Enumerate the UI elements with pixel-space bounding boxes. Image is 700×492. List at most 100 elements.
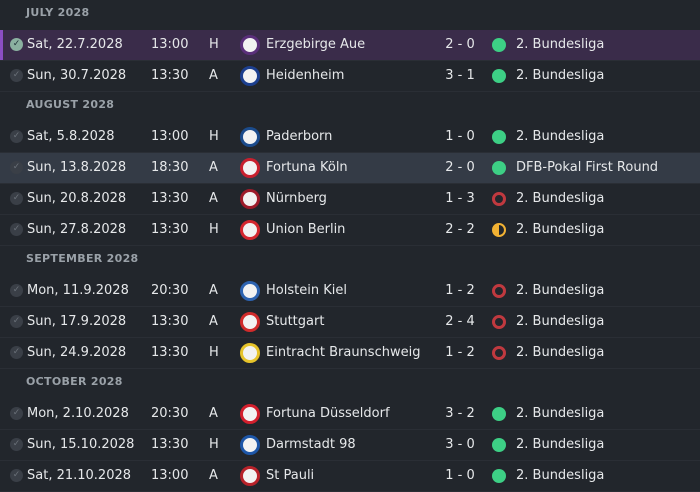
competition-name[interactable]: 2. Bundesliga (516, 468, 605, 483)
fortuna-koln-crest-icon[interactable] (240, 158, 260, 178)
fixture-row[interactable]: ✓ Sat, 5.8.2028 13:00 H Paderborn 1 - 0 2. Bun… (0, 122, 700, 153)
competition-name[interactable]: 2. Bundesliga (516, 406, 605, 421)
match-date: Sun, 17.9.2028 (27, 314, 127, 329)
competition-name[interactable]: 2. Bundesliga (516, 191, 605, 206)
fixture-row[interactable]: ✓ Sun, 27.8.2028 13:30 H Union Berlin 2 - 2 2.… (0, 215, 700, 246)
match-date: Sun, 27.8.2028 (27, 222, 127, 237)
result-loss-icon (492, 192, 506, 206)
match-date: Sun, 13.8.2028 (27, 160, 127, 175)
match-venue: H (209, 222, 219, 237)
match-time: 13:30 (151, 191, 189, 206)
check-icon[interactable]: ✓ (10, 407, 23, 420)
competition-name[interactable]: 2. Bundesliga (516, 68, 605, 83)
match-date: Sun, 30.7.2028 (27, 68, 127, 83)
opponent-name[interactable]: Union Berlin (266, 222, 346, 237)
result-win-icon (492, 407, 506, 421)
match-time: 18:30 (151, 160, 189, 175)
fixture-row[interactable]: ✓ Sun, 17.9.2028 13:30 A Stuttgart 2 - 4 2. Bu… (0, 307, 700, 338)
match-date: Mon, 2.10.2028 (27, 406, 129, 421)
check-icon[interactable]: ✓ (10, 284, 23, 297)
result-win-icon (492, 469, 506, 483)
fixture-row[interactable]: ✓ Sun, 30.7.2028 13:30 A Heidenheim 3 - 1 2. B… (0, 61, 700, 92)
competition-name[interactable]: 2. Bundesliga (516, 283, 605, 298)
fixture-row[interactable]: ✓ Sat, 22.7.2028 13:00 H Erzgebirge Aue 2 - 0… (0, 30, 700, 61)
match-date: Sat, 21.10.2028 (27, 468, 132, 483)
opponent-name[interactable]: Fortuna Köln (266, 160, 348, 175)
fixture-row[interactable]: ✓ Sun, 24.9.2028 13:30 H Eintracht Braunschw… (0, 338, 700, 369)
competition-name[interactable]: 2. Bundesliga (516, 129, 605, 144)
match-time: 13:00 (151, 468, 189, 483)
month-header: SEPTEMBER 2028 (26, 252, 139, 265)
st-pauli-crest-icon[interactable] (240, 466, 260, 486)
match-venue: A (209, 406, 218, 421)
competition-name[interactable]: 2. Bundesliga (516, 437, 605, 452)
match-score: 2 - 0 (445, 160, 475, 175)
check-icon[interactable]: ✓ (10, 38, 23, 51)
opponent-name[interactable]: Darmstadt 98 (266, 437, 356, 452)
check-icon[interactable]: ✓ (10, 69, 23, 82)
darmstadt-crest-icon[interactable] (240, 435, 260, 455)
match-date: Mon, 11.9.2028 (27, 283, 129, 298)
match-venue: H (209, 129, 219, 144)
fortuna-dusseldorf-crest-icon[interactable] (240, 404, 260, 424)
match-time: 13:30 (151, 437, 189, 452)
braunschweig-crest-icon[interactable] (240, 343, 260, 363)
match-time: 20:30 (151, 283, 189, 298)
paderborn-crest-icon[interactable] (240, 127, 260, 147)
match-venue: A (209, 68, 218, 83)
opponent-name[interactable]: Holstein Kiel (266, 283, 347, 298)
match-date: Sun, 15.10.2028 (27, 437, 135, 452)
result-loss-icon (492, 346, 506, 360)
competition-name[interactable]: 2. Bundesliga (516, 222, 605, 237)
opponent-name[interactable]: Heidenheim (266, 68, 345, 83)
erzgebirge-aue-crest-icon[interactable] (240, 35, 260, 55)
fixture-row[interactable]: ✓ Sat, 21.10.2028 13:00 A St Pauli 1 - 0 2. Bu… (0, 461, 700, 492)
nurnberg-crest-icon[interactable] (240, 189, 260, 209)
match-time: 13:00 (151, 129, 189, 144)
opponent-name[interactable]: St Pauli (266, 468, 315, 483)
competition-name[interactable]: DFB-Pokal First Round (516, 160, 659, 175)
fixture-row[interactable]: ✓ Mon, 2.10.2028 20:30 A Fortuna Düsseldorf 3… (0, 399, 700, 430)
match-date: Sun, 20.8.2028 (27, 191, 127, 206)
fixture-row[interactable]: ✓ Sun, 15.10.2028 13:30 H Darmstadt 98 3 - 0 2… (0, 430, 700, 461)
stuttgart-crest-icon[interactable] (240, 312, 260, 332)
match-score: 3 - 2 (445, 406, 475, 421)
opponent-name[interactable]: Stuttgart (266, 314, 325, 329)
opponent-name[interactable]: Nürnberg (266, 191, 327, 206)
competition-name[interactable]: 2. Bundesliga (516, 37, 605, 52)
match-venue: A (209, 283, 218, 298)
month-header: JULY 2028 (26, 6, 90, 19)
opponent-name[interactable]: Paderborn (266, 129, 333, 144)
check-icon[interactable]: ✓ (10, 438, 23, 451)
match-date: Sat, 5.8.2028 (27, 129, 115, 144)
heidenheim-crest-icon[interactable] (240, 66, 260, 86)
result-draw-icon (492, 223, 506, 237)
competition-name[interactable]: 2. Bundesliga (516, 345, 605, 360)
fixture-row[interactable]: ✓ Sun, 20.8.2028 13:30 A Nürnberg 1 - 3 2. Bun… (0, 184, 700, 215)
match-venue: H (209, 437, 219, 452)
match-score: 1 - 0 (445, 468, 475, 483)
competition-name[interactable]: 2. Bundesliga (516, 314, 605, 329)
holstein-kiel-crest-icon[interactable] (240, 281, 260, 301)
check-icon[interactable]: ✓ (10, 161, 23, 174)
fixture-row[interactable]: ✓ Sun, 13.8.2028 18:30 A Fortuna Köln 2 - 0 DF… (0, 153, 700, 184)
match-venue: A (209, 314, 218, 329)
check-icon[interactable]: ✓ (10, 346, 23, 359)
match-venue: A (209, 160, 218, 175)
check-icon[interactable]: ✓ (10, 130, 23, 143)
union-berlin-crest-icon[interactable] (240, 220, 260, 240)
result-win-icon (492, 38, 506, 52)
result-win-icon (492, 69, 506, 83)
fixture-row[interactable]: ✓ Mon, 11.9.2028 20:30 A Holstein Kiel 1 - 2 2… (0, 276, 700, 307)
opponent-name[interactable]: Eintracht Braunschweig (266, 345, 421, 360)
check-icon[interactable]: ✓ (10, 223, 23, 236)
match-date: Sat, 22.7.2028 (27, 37, 123, 52)
match-score: 1 - 2 (445, 283, 475, 298)
match-score: 2 - 2 (445, 222, 475, 237)
check-icon[interactable]: ✓ (10, 192, 23, 205)
check-icon[interactable]: ✓ (10, 469, 23, 482)
opponent-name[interactable]: Fortuna Düsseldorf (266, 406, 390, 421)
opponent-name[interactable]: Erzgebirge Aue (266, 37, 366, 52)
check-icon[interactable]: ✓ (10, 315, 23, 328)
